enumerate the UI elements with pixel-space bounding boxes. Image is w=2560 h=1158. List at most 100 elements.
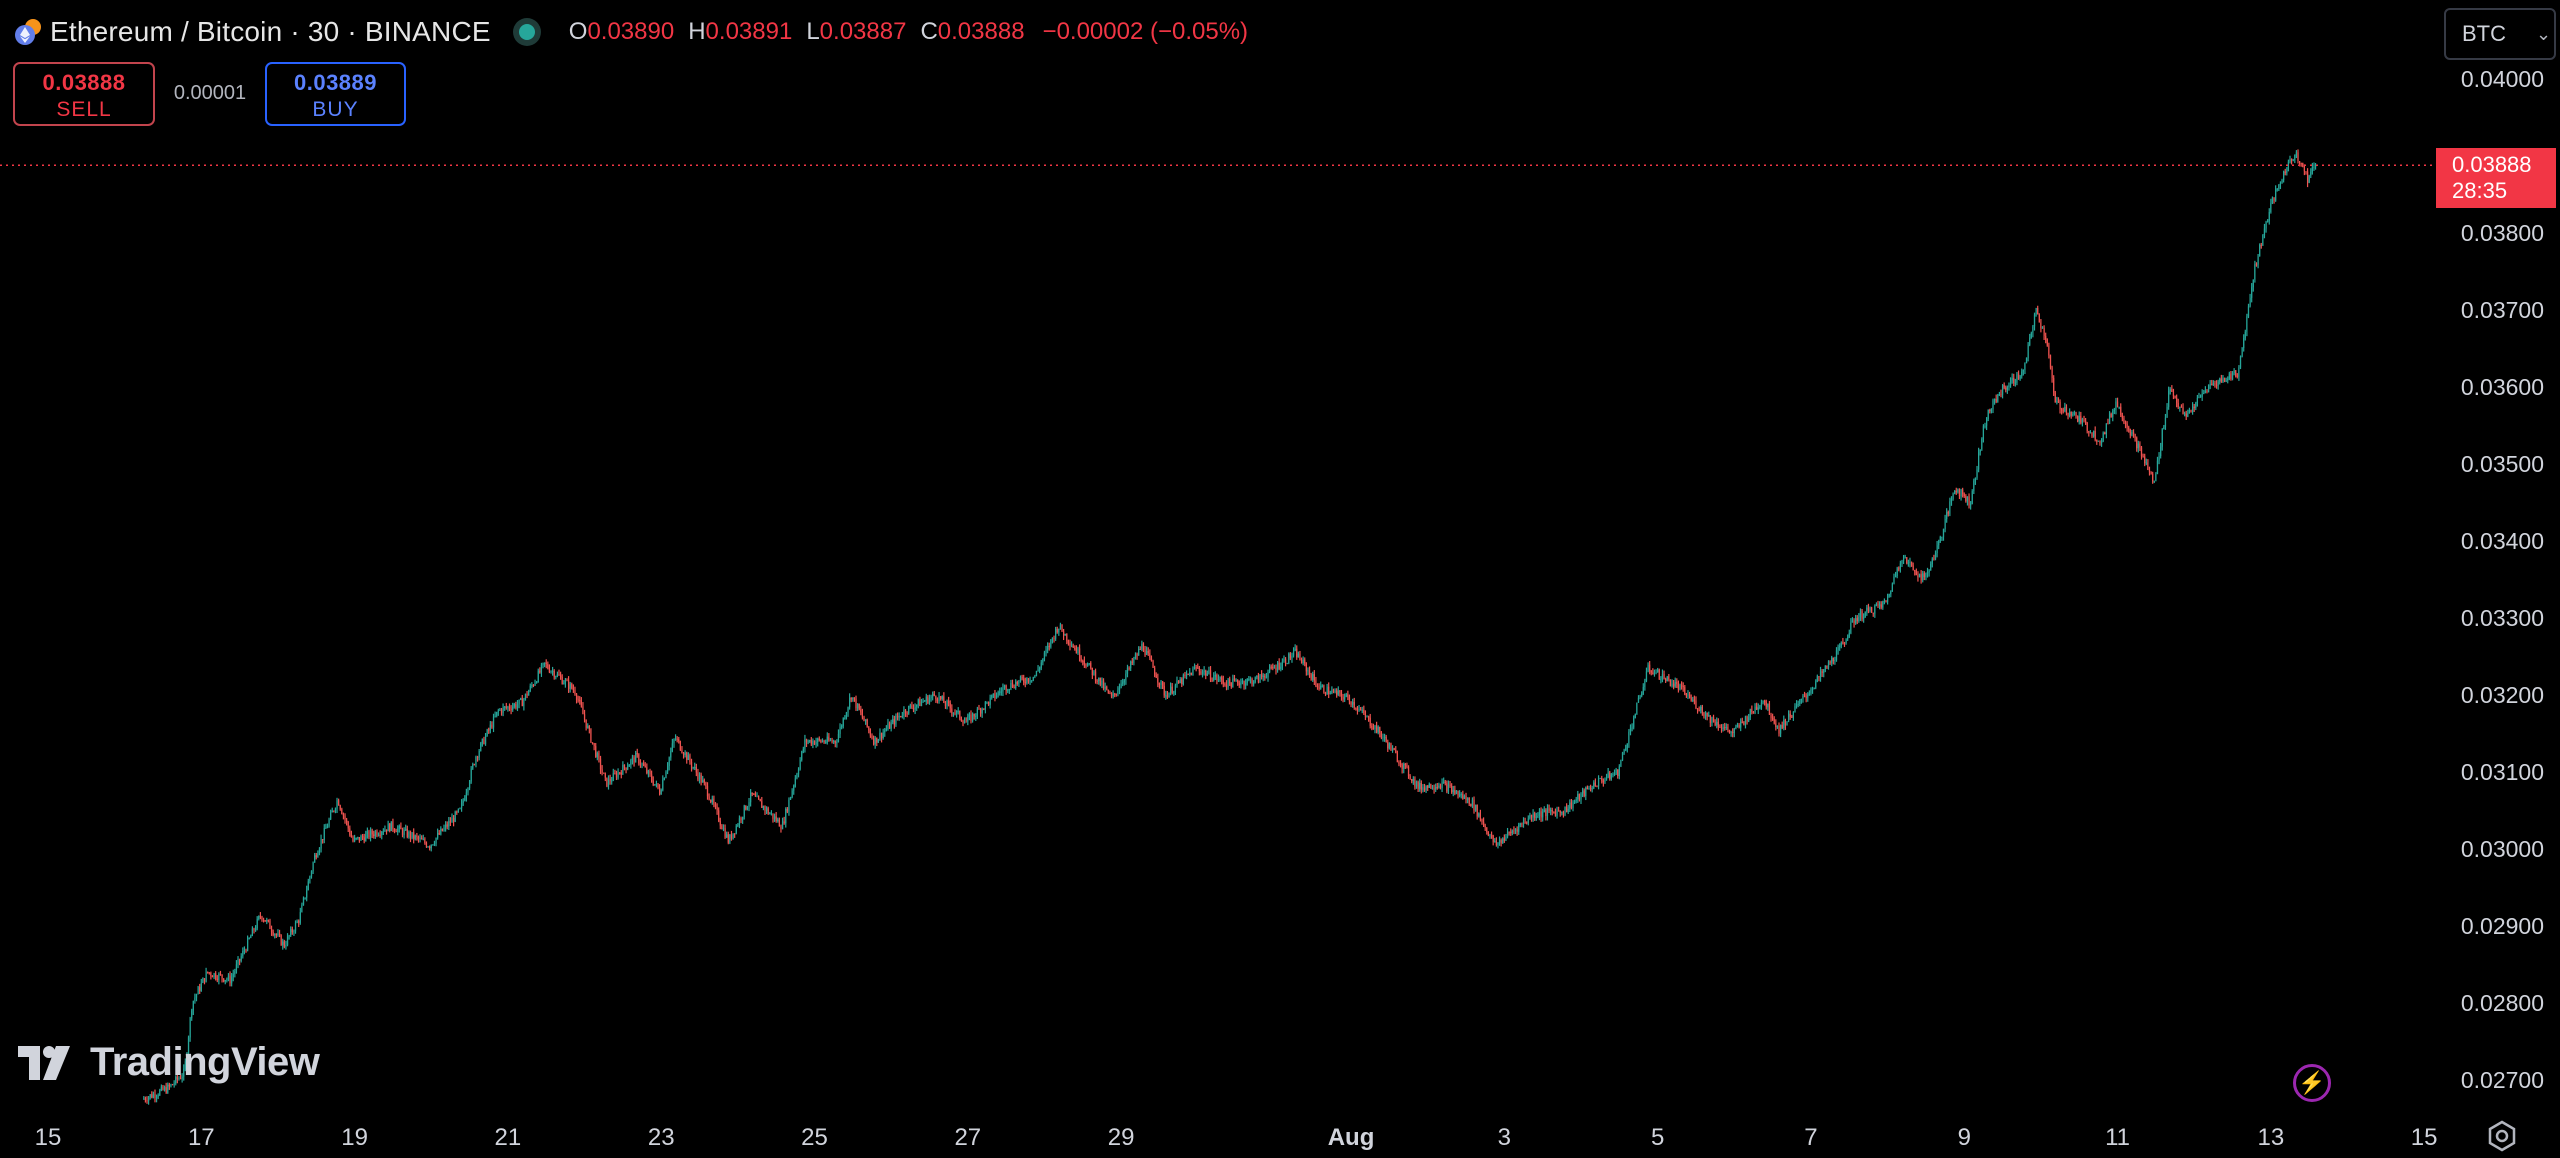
candle xyxy=(1864,611,1866,618)
x-tick-label: 9 xyxy=(1958,1124,1971,1151)
candle xyxy=(547,661,549,670)
candle xyxy=(1776,725,1779,729)
candle xyxy=(890,719,892,732)
candle xyxy=(288,934,290,940)
candle xyxy=(641,762,643,769)
candle xyxy=(2171,385,2173,392)
candle xyxy=(724,824,726,839)
candle xyxy=(205,967,207,983)
candle xyxy=(1516,826,1518,836)
candle xyxy=(821,738,824,743)
candle xyxy=(1575,796,1577,804)
candle xyxy=(1047,642,1049,654)
candle xyxy=(1313,670,1315,686)
lightning-icon[interactable]: ⚡ xyxy=(2293,1064,2331,1102)
candle xyxy=(729,833,731,845)
candle xyxy=(1585,786,1587,801)
buy-button[interactable]: 0.03889 BUY xyxy=(265,62,406,126)
candle xyxy=(368,829,370,840)
candle xyxy=(789,796,792,801)
candle xyxy=(2286,167,2288,176)
candle xyxy=(1773,716,1775,725)
candle xyxy=(1114,692,1116,698)
candle xyxy=(1990,408,1992,414)
candle xyxy=(649,768,651,777)
candle xyxy=(1422,784,1424,793)
sell-button[interactable]: 0.03888 SELL xyxy=(13,62,155,126)
candle xyxy=(1219,676,1221,682)
candle xyxy=(1962,487,1964,498)
candle xyxy=(850,697,852,703)
candle xyxy=(1883,598,1886,605)
symbol-title[interactable]: Ethereum / Bitcoin · 30 · BINANCE xyxy=(50,16,491,47)
candle xyxy=(1998,391,2000,397)
candle xyxy=(1281,658,1283,671)
candle xyxy=(1629,724,1632,736)
candle xyxy=(440,826,442,836)
candle xyxy=(1623,748,1625,755)
candle xyxy=(349,825,351,837)
candle xyxy=(936,697,939,704)
candle xyxy=(1976,465,1978,480)
candle xyxy=(262,917,265,923)
candle xyxy=(826,732,828,745)
candle xyxy=(1470,803,1472,807)
candle xyxy=(973,713,975,720)
market-open-dot-icon[interactable] xyxy=(518,24,535,40)
candle xyxy=(314,852,316,863)
candle xyxy=(1867,603,1870,614)
candle xyxy=(1717,718,1719,731)
candle xyxy=(1824,665,1826,673)
candle xyxy=(2145,458,2147,466)
currency-label: BTC xyxy=(2462,21,2506,46)
candle xyxy=(1198,665,1200,676)
candle xyxy=(1452,785,1454,797)
candle xyxy=(1467,797,1469,804)
candle xyxy=(1522,817,1525,828)
candle xyxy=(1727,723,1729,733)
candle xyxy=(1090,661,1092,670)
candle xyxy=(1594,778,1596,787)
x-tick-label: 25 xyxy=(801,1124,828,1151)
candle xyxy=(2305,171,2307,175)
candle xyxy=(630,758,632,769)
price-change: −0.00002 (−0.05%) xyxy=(1042,18,1249,45)
candle xyxy=(406,825,408,839)
candle xyxy=(2003,382,2005,390)
tradingview-logo[interactable]: TradingView xyxy=(18,1040,320,1085)
candle xyxy=(1508,831,1510,836)
candle xyxy=(2297,149,2299,164)
candle xyxy=(1487,831,1489,837)
candle xyxy=(1438,782,1440,789)
candle xyxy=(1894,571,1897,578)
candle xyxy=(1931,557,1933,568)
candle xyxy=(1208,666,1210,675)
candle xyxy=(1701,704,1703,716)
settings-icon[interactable] xyxy=(2484,1118,2520,1154)
candle xyxy=(1007,688,1009,694)
candle xyxy=(2037,305,2039,315)
candle xyxy=(2142,453,2144,458)
candle xyxy=(951,704,953,717)
currency-dropdown[interactable]: BTC ⌄ xyxy=(2444,8,2556,60)
candle xyxy=(857,703,859,711)
candle xyxy=(352,835,354,843)
candle xyxy=(334,807,337,814)
candle xyxy=(689,753,691,765)
candle xyxy=(793,784,795,795)
candle xyxy=(270,925,273,936)
candle xyxy=(944,700,947,709)
candle xyxy=(2283,170,2285,183)
candle xyxy=(475,755,477,768)
candle xyxy=(1035,670,1038,677)
candle xyxy=(559,671,562,680)
candle xyxy=(2169,387,2171,395)
candle xyxy=(235,960,238,974)
candle xyxy=(152,1091,154,1099)
candle xyxy=(1163,682,1165,698)
candle xyxy=(369,827,372,842)
candle xyxy=(1845,638,1847,645)
candle xyxy=(2193,403,2195,412)
candle xyxy=(1088,662,1090,666)
